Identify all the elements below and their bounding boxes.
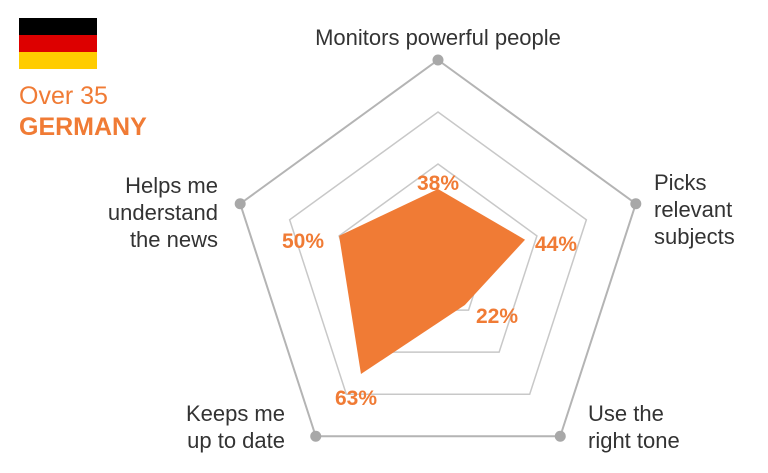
grid-ring-3 xyxy=(288,111,588,395)
axis-label-5-line-2: understand xyxy=(108,200,218,225)
axis-label-2-line-3: subjects xyxy=(654,224,735,249)
axis-label-5-line-3: the news xyxy=(130,227,218,252)
chart-title: GERMANY xyxy=(19,113,147,141)
value-label-3: 22% xyxy=(476,305,518,328)
axis-label-3-line-2: right tone xyxy=(588,428,680,453)
axis-marker-2 xyxy=(630,198,642,210)
value-label-1: 38% xyxy=(417,172,459,195)
axis-label-4-line-2: up to date xyxy=(187,428,285,453)
flag-stripe-black xyxy=(19,18,97,35)
germany-flag xyxy=(19,18,97,69)
axis-marker-3 xyxy=(554,430,566,442)
value-label-2: 44% xyxy=(535,233,577,256)
grid-ring-4 xyxy=(239,58,637,438)
value-label-5: 50% xyxy=(282,230,324,253)
flag-stripe-red xyxy=(19,35,97,52)
axis-label-4-line-1: Keeps me xyxy=(186,401,285,426)
axis-marker-1 xyxy=(432,54,444,66)
data-area xyxy=(339,188,526,375)
axis-label-3-line-1: Use the xyxy=(588,401,664,426)
flag-stripe-gold xyxy=(19,52,97,69)
axis-label-2-line-2: relevant xyxy=(654,197,732,222)
axis-label-5-line-1: Helps me xyxy=(125,173,218,198)
value-label-4: 63% xyxy=(335,387,377,410)
axis-marker-5 xyxy=(234,198,246,210)
grid-ring-2 xyxy=(338,163,538,353)
axis-label-2-line-1: Picks xyxy=(654,170,707,195)
axis-marker-4 xyxy=(310,430,322,442)
chart-subtitle: Over 35 xyxy=(19,82,108,110)
axis-label-1-line-1: Monitors powerful people xyxy=(315,25,561,50)
